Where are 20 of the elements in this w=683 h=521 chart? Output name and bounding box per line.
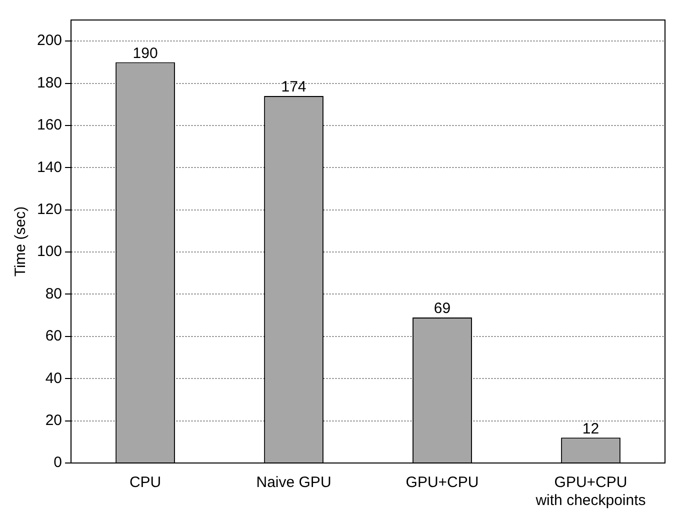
x-tick-label: CPU	[129, 474, 162, 492]
y-axis-title: Time (sec)	[12, 206, 30, 277]
data-label: 174	[281, 78, 306, 96]
x-tick-label: GPU+CPU	[406, 474, 479, 492]
y-tick-label: 20	[45, 412, 62, 429]
data-label: 12	[582, 420, 600, 438]
y-tick-label: 40	[45, 370, 62, 387]
y-tick-label: 0	[54, 454, 62, 472]
y-tick-label: 160	[36, 116, 62, 134]
y-tick-label: 100	[36, 243, 62, 260]
y-tick-label: 200	[36, 32, 62, 50]
x-tick-label: GPU+CPU with checkpoints	[534, 474, 646, 510]
data-label: 190	[132, 44, 158, 62]
y-tick-label: 120	[36, 201, 62, 218]
y-tick-label: 180	[36, 74, 62, 92]
y-tick-label: 140	[36, 158, 62, 176]
y-tick-label: 60	[45, 328, 62, 345]
data-label: 69	[434, 300, 451, 318]
y-tick-label: 80	[45, 285, 62, 302]
x-tick-label: Naive GPU	[256, 474, 332, 492]
